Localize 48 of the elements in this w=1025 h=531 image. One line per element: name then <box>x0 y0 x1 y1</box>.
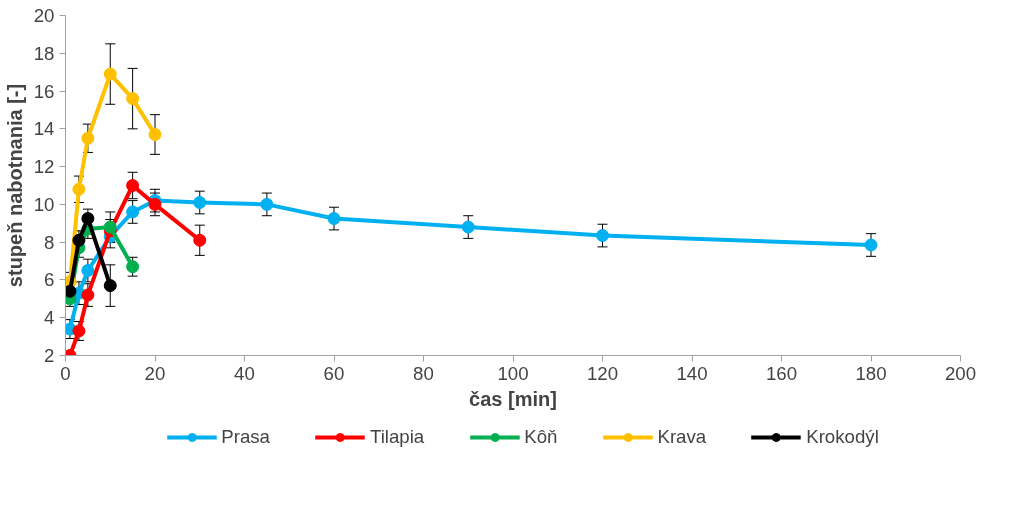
point <box>864 238 878 252</box>
legend-label: Tilapia <box>369 426 425 448</box>
y-tick-label: 4 <box>44 307 55 329</box>
y-tick-label: 12 <box>33 156 55 178</box>
point <box>81 264 95 277</box>
x-tick-label: 120 <box>586 362 619 384</box>
y-tick-label: 6 <box>44 269 55 291</box>
point <box>81 131 95 145</box>
x-tick-label: 20 <box>144 362 166 384</box>
x-tick-label: 180 <box>855 362 887 384</box>
y-tick-label: 14 <box>33 118 55 140</box>
x-tick-label: 0 <box>60 362 71 384</box>
y-tick-label: 10 <box>33 193 55 215</box>
point <box>327 212 341 226</box>
point <box>126 260 140 274</box>
x-tick-label: 40 <box>234 362 255 384</box>
x-axis-title: čas [min] <box>469 387 557 410</box>
point <box>193 233 207 247</box>
point <box>461 220 475 234</box>
point <box>103 67 117 81</box>
legend-label: Prasa <box>221 426 270 448</box>
y-tick-label: 2 <box>44 345 55 366</box>
point <box>193 196 207 209</box>
point <box>148 128 162 141</box>
x-tick-label: 140 <box>676 362 708 384</box>
point <box>65 284 77 298</box>
point <box>126 205 140 219</box>
legend-label: Krokodýl <box>806 426 879 448</box>
legend-label: Kôň <box>524 426 558 448</box>
point <box>260 197 274 211</box>
point <box>81 288 95 302</box>
legend-label: Krava <box>657 426 707 448</box>
point <box>126 92 140 106</box>
x-tick-label: 80 <box>413 362 434 384</box>
x-tick-label: 60 <box>323 362 345 384</box>
x-tick-label: 160 <box>765 362 798 384</box>
y-tick-label: 16 <box>33 80 55 102</box>
y-tick-label: 8 <box>44 231 55 253</box>
point <box>72 182 86 196</box>
x-tick-label: 100 <box>497 362 529 384</box>
y-tick-label: 20 <box>33 5 55 26</box>
x-tick-label: 200 <box>944 362 977 384</box>
point <box>596 229 609 243</box>
point <box>126 179 140 192</box>
point <box>103 220 117 234</box>
y-axis-title: stupeň nabotnania [-] <box>3 83 26 288</box>
point <box>103 279 117 293</box>
y-tick-label: 18 <box>33 42 55 64</box>
